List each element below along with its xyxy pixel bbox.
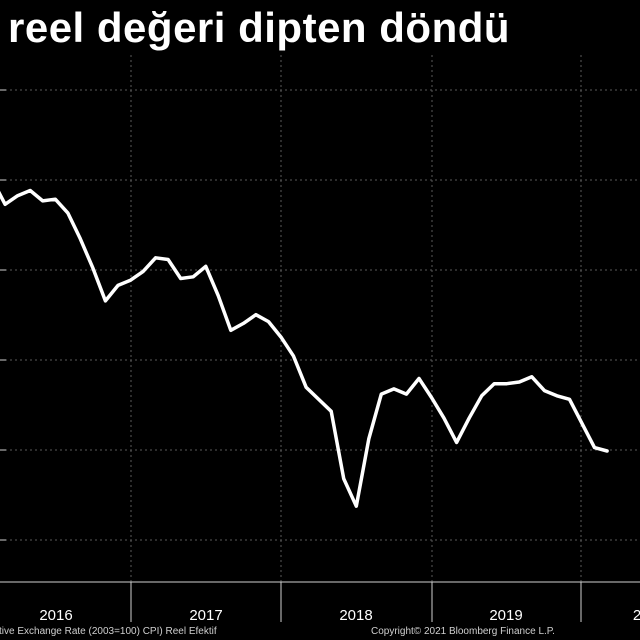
series-line xyxy=(0,188,609,508)
x-tick-label: 2019 xyxy=(489,607,522,624)
x-tick-label: 2018 xyxy=(339,607,372,624)
copyright-text: Copyright© 2021 Bloomberg Finance L.P. xyxy=(371,626,555,637)
source-label: ctive Exchange Rate (2003=100) CPI) Reel… xyxy=(0,626,217,637)
x-tick-label: 2016 xyxy=(39,607,72,624)
x-tick-label: 2 xyxy=(633,607,640,624)
x-tick-label: 2017 xyxy=(189,607,222,624)
chart-title: reel değeri dipten döndü xyxy=(8,4,511,51)
